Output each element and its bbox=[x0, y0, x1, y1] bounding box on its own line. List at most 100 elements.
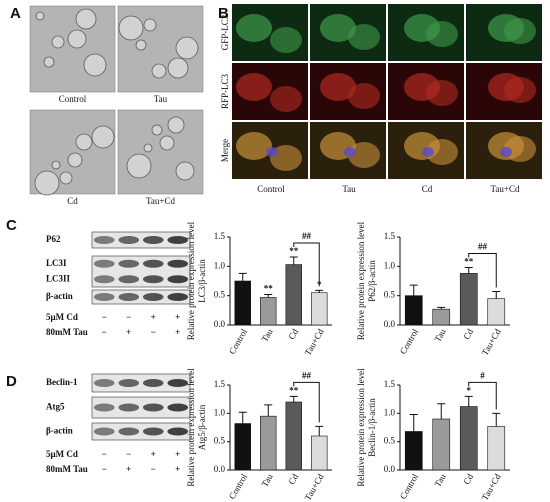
x-tick-label: Tau bbox=[259, 327, 275, 344]
error-bar bbox=[409, 413, 418, 432]
error-bar bbox=[492, 291, 501, 299]
band bbox=[142, 293, 164, 301]
cell bbox=[348, 142, 380, 168]
panel-label: D bbox=[6, 373, 17, 390]
x-tick-label: Control bbox=[227, 472, 250, 501]
significance-marker: ** bbox=[464, 257, 474, 267]
treatment-sign: + bbox=[175, 464, 180, 474]
organelle bbox=[51, 35, 65, 49]
row-label: RFP-LC3 bbox=[220, 73, 230, 109]
bracket-label: ## bbox=[302, 370, 312, 380]
bar bbox=[311, 435, 328, 471]
treatment-sign: + bbox=[151, 312, 156, 322]
column-label: Tau bbox=[342, 184, 356, 194]
organelle bbox=[67, 29, 87, 49]
treatment-sign: − bbox=[102, 327, 107, 337]
x-tick-label: Control bbox=[227, 327, 250, 356]
image-caption: Tau bbox=[154, 94, 168, 104]
band bbox=[142, 259, 164, 268]
cell bbox=[348, 83, 380, 109]
cell bbox=[236, 14, 272, 42]
x-tick-label: Control bbox=[398, 472, 421, 501]
band-label: Beclin-1 bbox=[46, 377, 78, 387]
treatment-sign: + bbox=[126, 464, 131, 474]
x-tick-label: Cd bbox=[461, 327, 475, 342]
error-bar bbox=[437, 403, 446, 419]
organelle bbox=[143, 143, 153, 153]
x-tick-label: Tau+Cd bbox=[480, 327, 503, 357]
blot-strip bbox=[91, 231, 191, 249]
column-label: Control bbox=[257, 184, 285, 194]
band bbox=[93, 379, 115, 387]
y-tick-label: 1.5 bbox=[384, 379, 396, 389]
y-tick-label: 0.5 bbox=[384, 290, 396, 300]
band bbox=[167, 403, 189, 412]
treatment-label: 5μM Cd bbox=[46, 449, 78, 459]
organelle bbox=[118, 15, 144, 41]
organelle bbox=[51, 160, 61, 170]
treatment-sign: − bbox=[126, 449, 131, 459]
treatment-label: 80mM Tau bbox=[46, 327, 88, 337]
cell bbox=[236, 73, 272, 101]
treatment-sign: − bbox=[102, 312, 107, 322]
x-tick-label: Tau bbox=[432, 327, 448, 344]
bar bbox=[260, 297, 277, 326]
organelle bbox=[35, 11, 45, 21]
y-tick-label: 1.5 bbox=[384, 231, 396, 241]
error-bar bbox=[289, 395, 298, 402]
x-tick-label: Cd bbox=[286, 327, 300, 342]
error-bar bbox=[315, 425, 324, 436]
y-axis-label: Relative protein expression level bbox=[356, 368, 366, 487]
y-tick-label: 1.0 bbox=[214, 260, 226, 270]
error-bar bbox=[464, 267, 473, 274]
cell bbox=[270, 27, 302, 53]
significance-marker: ** bbox=[289, 385, 299, 395]
bar bbox=[311, 292, 328, 326]
band bbox=[118, 403, 140, 412]
organelle bbox=[43, 56, 55, 68]
treatment-sign: − bbox=[151, 327, 156, 337]
band-label: LC3I bbox=[46, 258, 67, 268]
y-axis-label: Relative protein expression level bbox=[186, 368, 196, 487]
error-bar bbox=[238, 411, 247, 424]
organelle bbox=[59, 171, 73, 185]
treatment-label: 80mM Tau bbox=[46, 464, 88, 474]
treatment-sign: + bbox=[175, 327, 180, 337]
significance-marker: ** bbox=[289, 246, 299, 256]
band bbox=[142, 403, 164, 412]
organelle bbox=[83, 53, 107, 77]
blot-strip bbox=[91, 396, 191, 419]
y-tick-label: 0.0 bbox=[384, 319, 396, 329]
row-label: Merge bbox=[220, 139, 230, 162]
x-tick-label: Tau+Cd bbox=[303, 472, 326, 502]
treatment-label: 5μM Cd bbox=[46, 312, 78, 322]
band bbox=[142, 236, 164, 244]
y-axis-sublabel: Atg5/β-actin bbox=[197, 404, 207, 450]
error-bar bbox=[464, 395, 473, 407]
panel-label: C bbox=[6, 217, 17, 234]
band bbox=[167, 236, 189, 244]
band bbox=[167, 427, 189, 436]
significance-marker: * bbox=[467, 385, 472, 395]
error-bar bbox=[264, 293, 273, 298]
cell bbox=[320, 73, 356, 101]
bracket bbox=[293, 381, 320, 423]
band bbox=[93, 403, 115, 412]
y-axis-sublabel: LC3/β-actin bbox=[197, 259, 207, 303]
image-caption: Control bbox=[59, 94, 87, 104]
bracket bbox=[468, 381, 497, 410]
treatment-sign: + bbox=[175, 449, 180, 459]
treatment-sign: + bbox=[126, 327, 131, 337]
y-tick-label: 0.5 bbox=[214, 436, 226, 446]
micrograph bbox=[117, 109, 204, 195]
band bbox=[167, 379, 189, 387]
y-tick-label: 1.0 bbox=[384, 260, 396, 270]
organelle bbox=[175, 36, 199, 60]
bar bbox=[432, 308, 451, 326]
y-axis-label: Relative protein expression level bbox=[186, 221, 196, 340]
band bbox=[167, 293, 189, 301]
band bbox=[93, 275, 115, 284]
organelle bbox=[34, 170, 60, 196]
cell bbox=[236, 132, 272, 160]
